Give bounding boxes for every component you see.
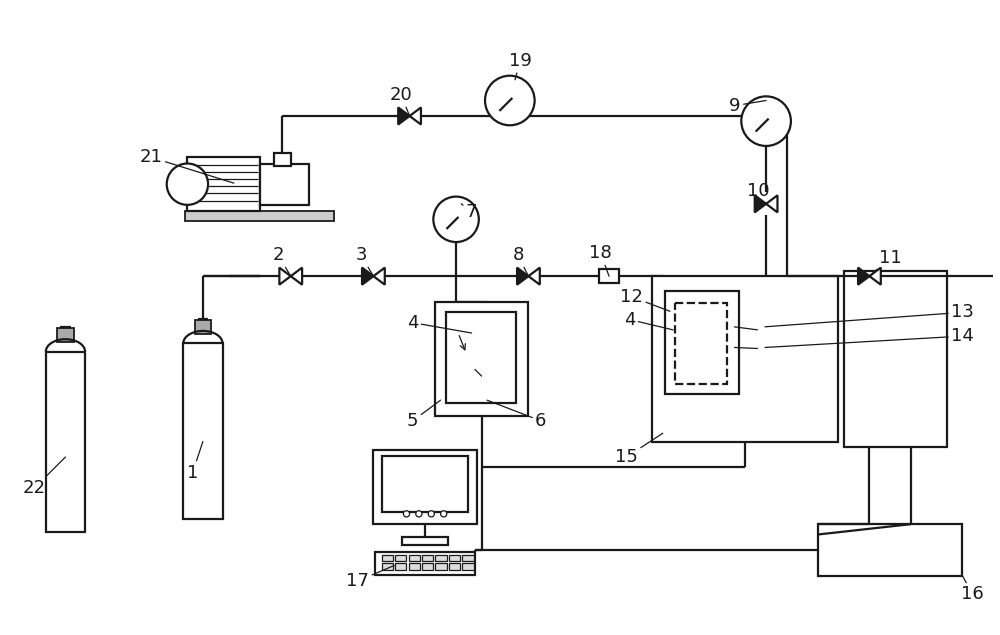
Bar	[187, 157, 260, 211]
Text: 11: 11	[869, 248, 901, 276]
Circle shape	[433, 197, 479, 242]
Bar	[652, 276, 838, 441]
Text: 18: 18	[589, 244, 612, 276]
Text: 7: 7	[461, 203, 477, 221]
Polygon shape	[279, 267, 291, 284]
Text: 5: 5	[407, 400, 441, 430]
Circle shape	[741, 97, 791, 146]
Bar	[409, 555, 420, 561]
Bar	[844, 271, 947, 446]
Text: 10: 10	[747, 182, 769, 204]
Text: 19: 19	[509, 52, 532, 80]
Bar	[260, 164, 309, 205]
Bar	[382, 563, 393, 570]
Text: 4: 4	[624, 311, 673, 330]
Polygon shape	[291, 267, 302, 284]
Bar	[402, 537, 448, 545]
Circle shape	[441, 511, 447, 517]
Text: 14: 14	[765, 327, 974, 347]
Bar	[373, 450, 477, 524]
Bar	[449, 555, 460, 561]
Bar	[675, 303, 727, 384]
Text: 2: 2	[273, 246, 291, 276]
Bar	[462, 555, 474, 561]
Polygon shape	[755, 196, 766, 212]
Bar	[195, 319, 211, 334]
Text: 9: 9	[729, 97, 766, 115]
Bar	[462, 563, 474, 570]
Circle shape	[485, 76, 535, 125]
Text: 3: 3	[355, 246, 373, 276]
Bar	[183, 344, 223, 519]
Bar	[382, 456, 468, 512]
Bar	[274, 153, 291, 166]
Text: 4: 4	[407, 314, 472, 333]
Polygon shape	[410, 107, 421, 124]
Bar	[435, 563, 447, 570]
Text: 12: 12	[620, 288, 670, 311]
Polygon shape	[766, 196, 777, 212]
Polygon shape	[398, 107, 410, 124]
Polygon shape	[858, 267, 869, 284]
Text: 13: 13	[765, 304, 974, 327]
Text: 22: 22	[23, 457, 65, 497]
Text: 8: 8	[512, 246, 528, 276]
Polygon shape	[528, 267, 540, 284]
Bar	[599, 269, 619, 283]
Circle shape	[167, 164, 208, 205]
Bar	[395, 563, 406, 570]
Bar	[375, 552, 475, 575]
Bar	[185, 211, 334, 222]
Text: 20: 20	[390, 86, 413, 116]
Bar	[395, 555, 406, 561]
Text: 16: 16	[961, 576, 984, 603]
Bar	[435, 555, 447, 561]
Text: 17: 17	[346, 566, 394, 590]
Text: 21: 21	[140, 149, 234, 183]
Bar	[382, 555, 393, 561]
Polygon shape	[362, 267, 373, 284]
Text: 6: 6	[487, 400, 547, 430]
Text: 15: 15	[615, 433, 663, 466]
Bar	[665, 291, 739, 394]
Bar	[422, 555, 433, 561]
Bar	[422, 563, 433, 570]
Bar	[57, 328, 74, 342]
Text: 1: 1	[187, 441, 203, 481]
Bar	[435, 302, 528, 416]
Circle shape	[403, 511, 410, 517]
Bar	[409, 563, 420, 570]
Circle shape	[428, 511, 434, 517]
Bar	[46, 352, 85, 532]
Bar	[446, 312, 516, 403]
Polygon shape	[517, 267, 528, 284]
Circle shape	[416, 511, 422, 517]
Polygon shape	[869, 267, 881, 284]
Polygon shape	[373, 267, 385, 284]
Bar	[449, 563, 460, 570]
Bar	[818, 524, 962, 576]
